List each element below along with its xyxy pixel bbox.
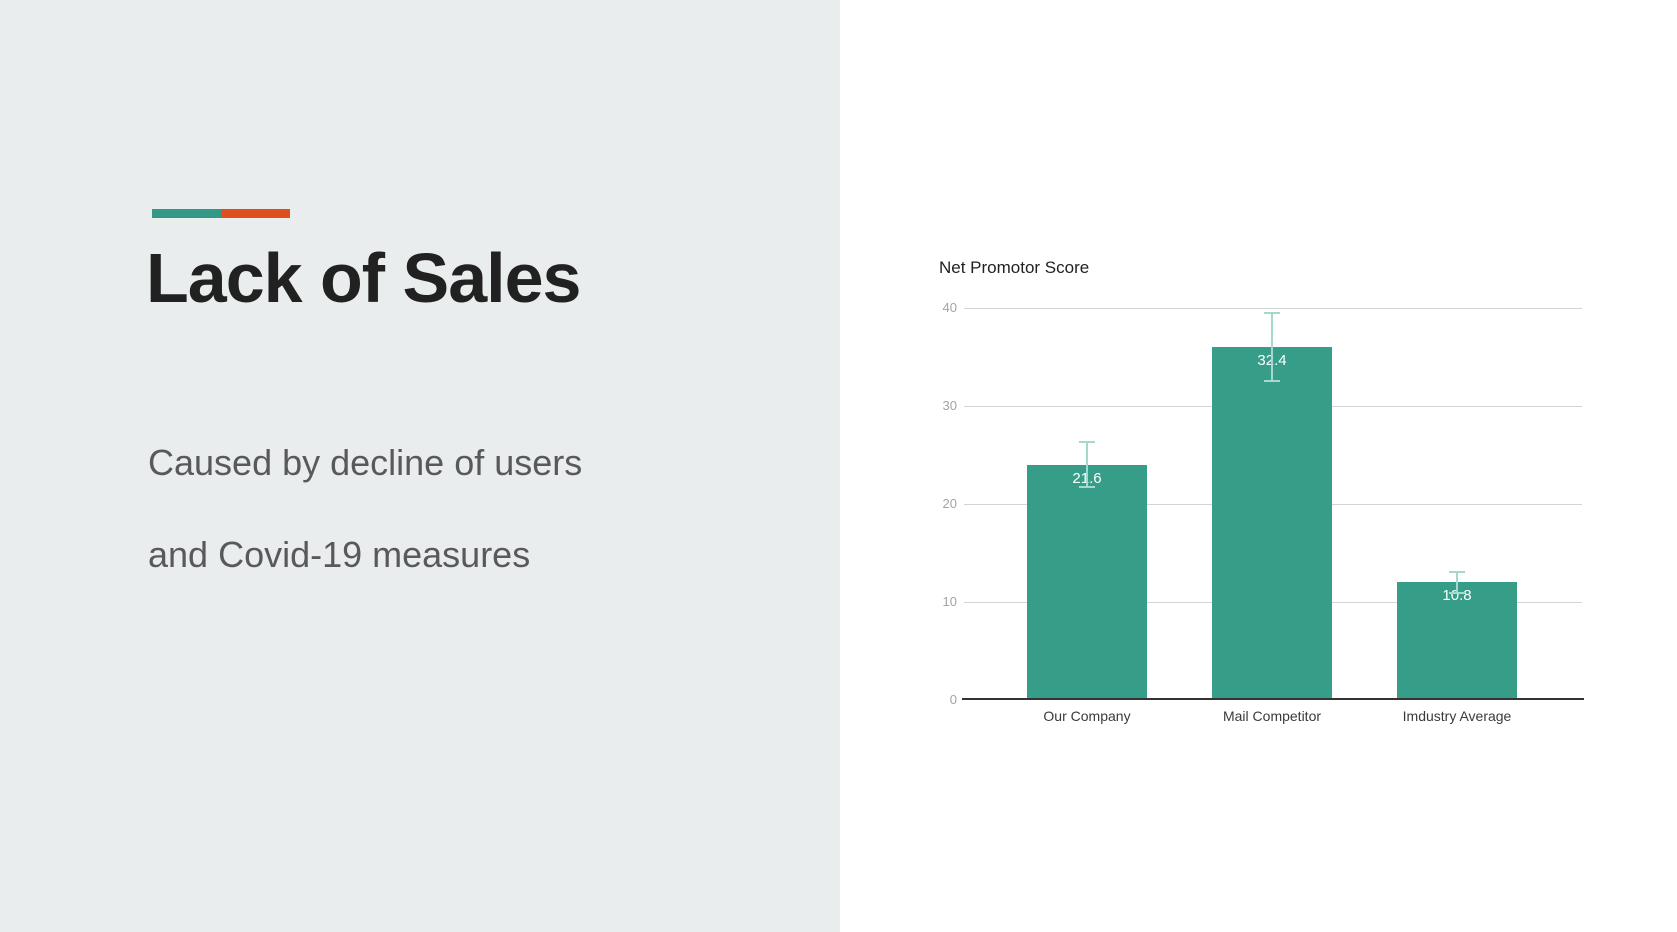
slide-right-panel: Net Promotor Score 01020304021.6Our Comp… [840,0,1677,932]
y-tick-label: 30 [942,398,957,413]
error-bar [1086,441,1088,489]
bar-value-label: 10.8 [1442,587,1472,605]
subtitle-line-1: Caused by decline of users [148,442,583,483]
y-tick-label: 0 [949,692,957,707]
accent-bar-teal-segment [152,209,221,218]
bar[interactable] [1027,464,1147,700]
gridline [964,308,1582,309]
subtitle-line-2: and Covid-19 measures [148,534,531,575]
error-bar [1456,570,1458,595]
error-bar-top-cap [1264,311,1280,314]
category-label: Imdustry Average [1402,708,1512,724]
error-bar-top-cap [1079,441,1095,444]
y-tick-label: 10 [942,594,957,609]
bar[interactable] [1397,582,1517,700]
y-tick-label: 40 [942,300,957,315]
slide-left-panel: Lack of Sales Caused by decline of users… [0,0,840,932]
x-axis-line [962,698,1584,700]
error-bar-top-cap [1449,570,1465,573]
chart-title: Net Promotor Score [939,258,1090,277]
accent-bar [152,209,290,218]
error-bar-bottom-cap [1449,592,1465,595]
accent-bar-orange-segment [221,209,290,218]
bar-chart[interactable]: 01020304021.6Our Company32.4Mail Competi… [840,0,1677,932]
error-bar-bottom-cap [1079,486,1095,489]
slide-title[interactable]: Lack of Sales [146,239,581,317]
bar[interactable] [1212,347,1332,700]
category-label: Mail Competitor [1222,708,1322,724]
y-tick-label: 20 [942,496,957,511]
error-bar [1271,311,1273,383]
error-bar-bottom-cap [1264,380,1280,383]
slide-subtitle[interactable]: Caused by decline of users and Covid-19 … [148,417,582,601]
category-label: Our Company [1043,708,1131,724]
